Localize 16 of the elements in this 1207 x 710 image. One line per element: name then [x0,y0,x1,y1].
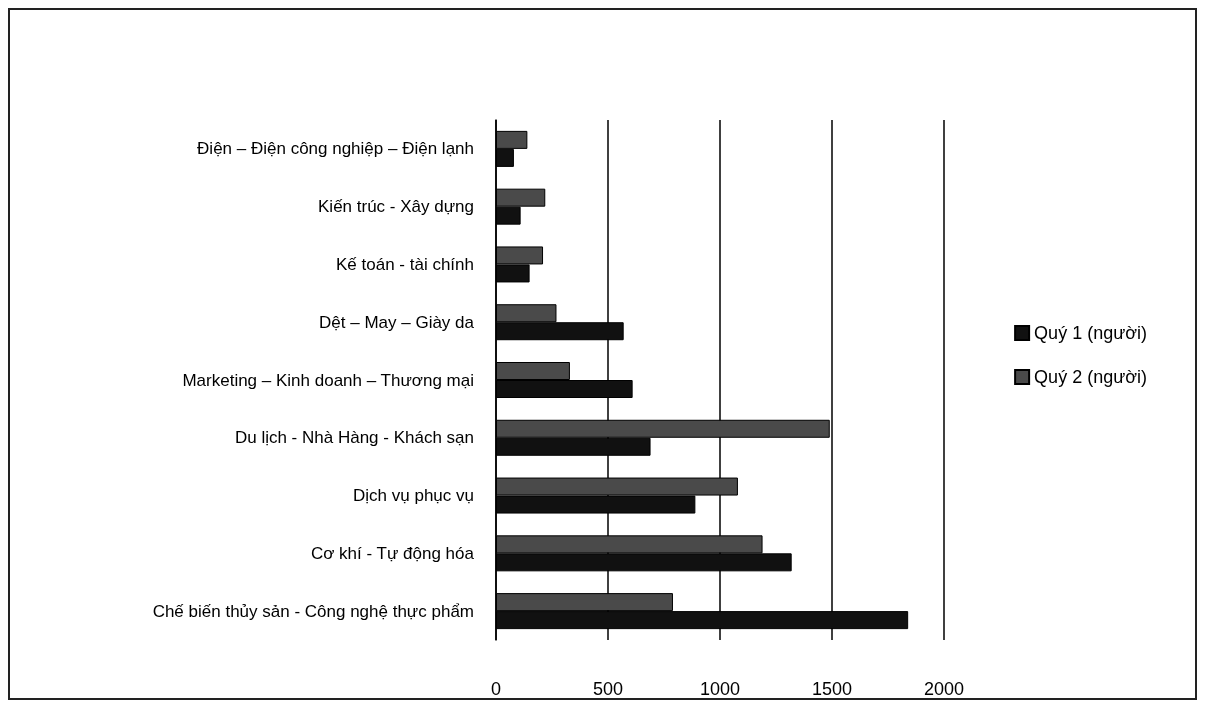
x-tick-label: 1000 [699,679,741,699]
x-tick-label: 1500 [811,679,853,699]
y-tick-label: Kiến trúc - Xây dựng [318,197,474,217]
legend-label: Quý 2 (người) [1034,367,1147,387]
y-tick-label: Du lịch - Nhà Hàng - Khách sạn [234,428,474,448]
y-tick-label: Cơ khí - Tự động hóa [310,543,475,563]
y-tick-label: Dịch vụ phục vụ [353,486,474,506]
y-tick-label: Chế biến thủy sản - Công nghệ thực phẩm [152,601,474,621]
y-tick-label: Marketing – Kinh doanh – Thương mại [182,370,474,390]
x-tick-label: 2000 [923,679,965,699]
y-tick-label: Dệt – May – Giày da [319,312,475,332]
y-tick-label: Điện – Điện công nghiệp – Điện lạnh [197,139,474,159]
legend-label: Quý 1 (người) [1034,323,1147,343]
x-tick-label: 500 [592,679,624,699]
y-tick-label: Kế toán - tài chính [336,254,474,274]
x-tick-label: 0 [490,679,502,699]
